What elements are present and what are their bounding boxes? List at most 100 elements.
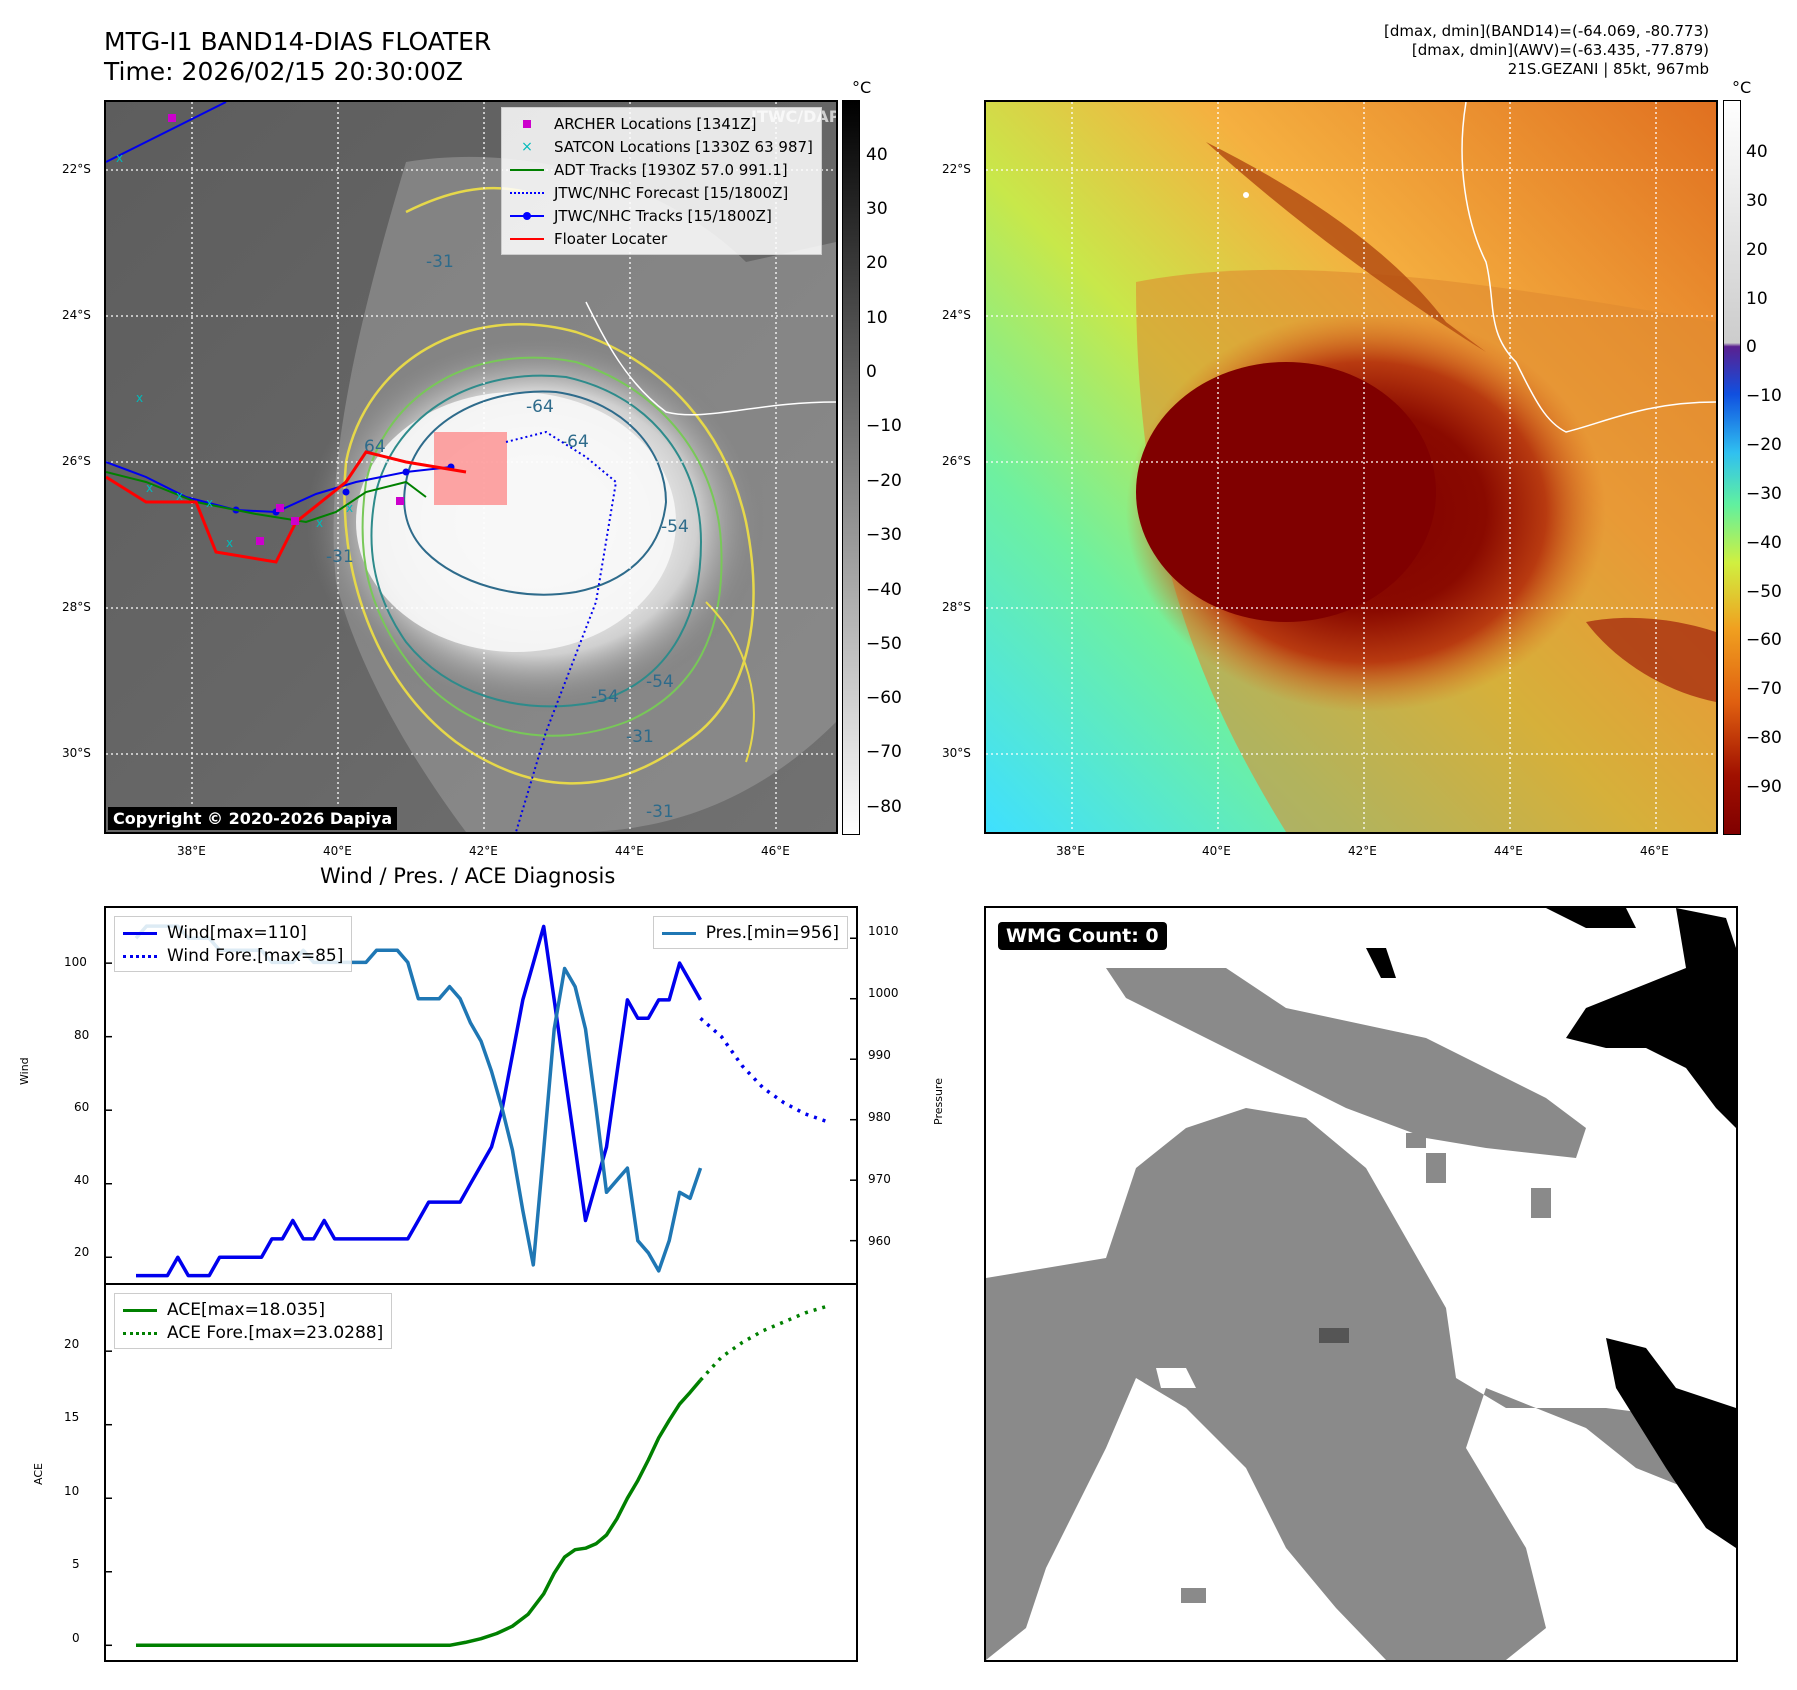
wmg-speck: [1426, 1153, 1446, 1183]
colorbar-tick: −80: [1746, 728, 1782, 748]
legend-label: Wind Fore.[max=85]: [167, 945, 344, 966]
dotted-line-icon: [123, 1326, 157, 1340]
wmg-black-right: [1566, 908, 1736, 1128]
info-line-2: [dmax, dmin](AWV)=(-63.435, -77.879): [1411, 41, 1709, 59]
contour-label: -64: [561, 432, 589, 452]
wmg-speck: [1406, 1133, 1426, 1148]
contour-label: -54: [591, 687, 619, 707]
legend-archer: ARCHER Locations [1341Z]: [510, 112, 813, 135]
contour-labels: -31 -64 -64 64 -54 -54 -54 -31 -31 -31: [326, 252, 689, 822]
colorbar-tick: 0: [866, 362, 877, 382]
contour-label: -54: [646, 672, 674, 692]
storm-center-cloud: [356, 392, 676, 652]
lon-label: 44°E: [1494, 844, 1523, 858]
svg-text:x: x: [146, 481, 153, 495]
colorbar-tick: −40: [1746, 533, 1782, 553]
legend-floater: Floater Locater: [510, 227, 813, 250]
lat-label: 28°S: [942, 600, 971, 614]
pressure-ytick: 1010: [868, 924, 899, 938]
satcon-points: x x x x x x x x: [116, 151, 353, 550]
colorbar-tick: −30: [866, 525, 902, 545]
pressure-ytick: 980: [868, 1110, 891, 1124]
lon-label: 38°E: [1056, 844, 1085, 858]
lat-label: 24°S: [942, 308, 971, 322]
svg-text:x: x: [316, 516, 323, 530]
wind-axis-label: Wind: [18, 1057, 31, 1085]
jtwc-track-north: [106, 102, 227, 163]
pressure-ytick: 990: [868, 1048, 891, 1062]
wmg-black-top: [1546, 908, 1636, 928]
colorbar-color-unit: °C: [1732, 78, 1752, 97]
x-icon: ×: [521, 138, 533, 155]
lat-label: 26°S: [62, 454, 91, 468]
wind-ytick: 20: [74, 1245, 90, 1259]
ace-plot: [106, 1304, 827, 1648]
legend-label: ACE Fore.[max=23.0288]: [167, 1322, 384, 1343]
colorbar-tick: −30: [1746, 484, 1782, 504]
wmg-region-gray: [986, 1108, 1736, 1660]
colorbar-tick: −60: [866, 688, 902, 708]
legend-pressure: Pres.[min=956]: [661, 921, 839, 944]
wind-legend: Wind[max=110] Wind Fore.[max=85]: [114, 916, 353, 972]
legend-jtwc-track: JTWC/NHC Tracks [15/1800Z]: [510, 204, 813, 227]
rainband-north: [1206, 142, 1486, 352]
ace-ytick: 15: [64, 1410, 80, 1424]
lat-label: 28°S: [62, 600, 91, 614]
svg-text:x: x: [136, 391, 143, 405]
contour-minus-41: [361, 356, 723, 737]
colorbar-tick: 20: [866, 253, 888, 273]
svg-text:x: x: [346, 501, 353, 515]
ir-map-panel: -31 -64 -64 64 -54 -54 -54 -31 -31 -31 x…: [104, 100, 838, 834]
pressure-ytick: 970: [868, 1172, 891, 1186]
colorbar-tick: −40: [866, 580, 902, 600]
lon-label: 42°E: [1348, 844, 1377, 858]
colorbar-tick: −80: [866, 797, 902, 817]
ace-axis-label: ACE: [32, 1463, 45, 1485]
wmg-band-upper: [1106, 968, 1586, 1158]
wind-ytick: 80: [74, 1028, 90, 1042]
pressure-ytick: 1000: [868, 986, 899, 1000]
copyright-label: Copyright © 2020-2026 Dapiya: [108, 807, 398, 830]
series-line-ace-fore-: [699, 1304, 827, 1382]
legend-label: Pres.[min=956]: [705, 922, 839, 943]
square-icon: [510, 117, 544, 131]
map-legend: ARCHER Locations [1341Z] × SATCON Locati…: [501, 107, 822, 255]
svg-text:x: x: [206, 496, 213, 510]
lat-label: 26°S: [942, 454, 971, 468]
colorbar-tick: −90: [1746, 777, 1782, 797]
colorbar-tick: −70: [1746, 679, 1782, 699]
color-gridlines: [986, 102, 1716, 832]
floater-track: [106, 450, 467, 564]
lon-label: 40°E: [323, 844, 352, 858]
dotted-line-icon: [123, 949, 157, 963]
series-line-ace: [136, 1378, 702, 1648]
coastline: [585, 301, 836, 416]
wmg-image: [986, 908, 1736, 1660]
legend-wind: Wind[max=110]: [123, 921, 343, 944]
wmg-count-badge: WMG Count: 0: [998, 922, 1167, 950]
colorbar-tick: 10: [866, 308, 888, 328]
lon-label: 42°E: [469, 844, 498, 858]
wmg-speck: [1531, 1188, 1551, 1218]
line-icon: [510, 163, 544, 177]
contour-label: -54: [661, 517, 689, 537]
adt-track: [106, 471, 427, 524]
line-icon: [510, 232, 544, 246]
wmg-dark-cell: [1319, 1328, 1349, 1343]
legend-satcon: × SATCON Locations [1330Z 63 987]: [510, 135, 813, 158]
colorbar-tick: 10: [1746, 289, 1768, 309]
storm-info: [dmax, dmin](BAND14)=(-64.069, -80.773) …: [1384, 22, 1709, 79]
diagnosis-title: Wind / Pres. / ACE Diagnosis: [320, 864, 616, 888]
colorbar-tick: −20: [1746, 435, 1782, 455]
wmg-black-small: [1366, 948, 1396, 978]
ace-ytick: 0: [72, 1631, 80, 1645]
lat-label: 22°S: [62, 162, 91, 176]
wmg-hole: [1156, 1368, 1196, 1388]
pressure-legend: Pres.[min=956]: [652, 916, 848, 949]
pressure-ytick: 960: [868, 1234, 891, 1248]
title-line-1: MTG-I1 BAND14-DIAS FLOATER: [104, 27, 492, 56]
ace-ytick: 20: [64, 1337, 80, 1351]
colorbar-tick: −60: [1746, 630, 1782, 650]
coastline-color: [1461, 102, 1716, 433]
series-line-wind: [136, 924, 703, 1278]
